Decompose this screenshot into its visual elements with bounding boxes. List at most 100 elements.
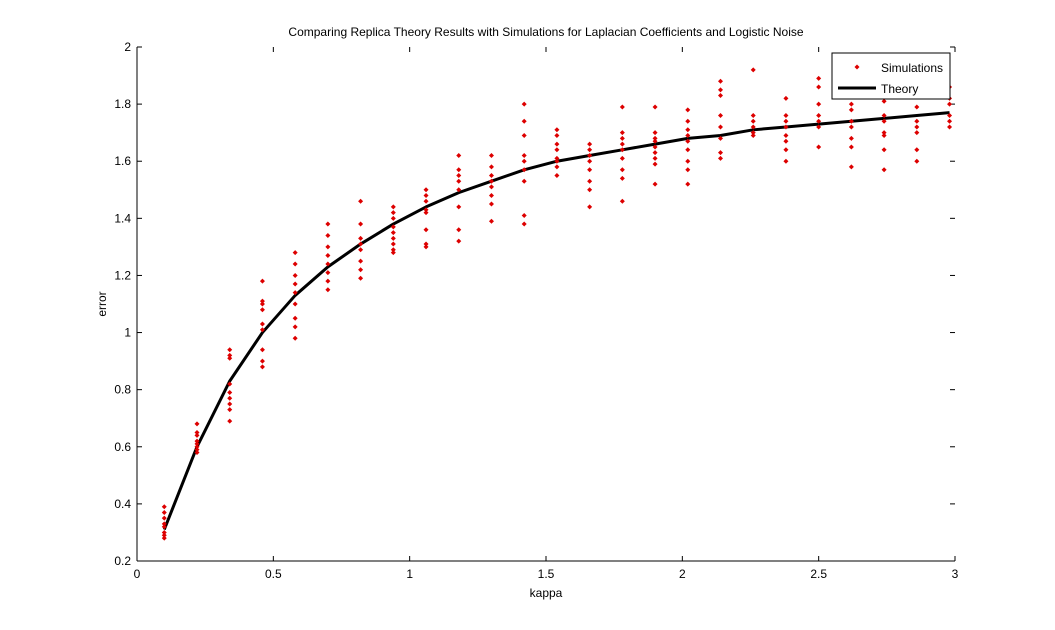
simulation-point [816,113,822,119]
simulation-point [259,321,265,327]
simulation-point [325,261,331,267]
x-tick-label: 1.5 [538,567,555,581]
simulation-point [914,158,920,164]
simulation-point [587,158,593,164]
x-tick-label: 0.5 [265,567,282,581]
simulation-point [881,113,887,119]
simulation-point [194,449,200,455]
simulation-point [456,187,462,193]
simulation-point [488,184,494,190]
simulation-point [848,118,854,124]
legend-simulations-marker [854,64,860,70]
simulation-point [750,118,756,124]
simulation-point [161,504,167,510]
simulation-point [194,438,200,444]
simulation-point [783,113,789,119]
simulation-point [325,232,331,238]
simulation-point [488,192,494,198]
x-tick-label: 2.5 [810,567,827,581]
simulation-point [259,278,265,284]
simulation-point [259,307,265,313]
simulation-point [881,130,887,136]
simulation-point [652,144,658,150]
simulation-point [521,167,527,173]
y-tick-label: 1.2 [114,268,131,282]
simulation-point [456,173,462,178]
simulation-point [292,315,298,321]
simulation-point [947,124,953,130]
simulation-point [194,421,200,427]
simulation-point [947,113,953,119]
simulation-point [488,201,494,207]
simulation-point [423,241,429,247]
simulation-point [423,210,429,216]
tick-labels: 0 0.5 1 1.5 2 2.5 3 0.2 0.4 0.6 0.8 1 1.2 1.4 1.6 1.8 2 [114,40,958,581]
simulation-point [914,104,920,110]
simulation-point [259,347,265,353]
simulation-point [358,275,364,281]
simulation-point [521,212,527,218]
simulation-point [587,167,593,173]
simulation-point [161,529,167,535]
simulation-point [325,221,331,227]
simulation-point [488,178,494,184]
simulation-point [227,401,233,407]
x-tick-label: 0 [134,567,141,581]
simulation-point [848,101,854,107]
simulation-point [358,198,364,204]
simulation-point [587,153,593,159]
simulation-point [325,270,331,276]
simulation-point [325,244,331,250]
simulation-point [161,515,167,521]
simulation-point [816,101,822,107]
ticks [136,46,956,562]
simulation-point [521,178,527,184]
simulation-point [652,181,658,187]
x-tick-label: 1 [406,567,413,581]
simulation-point [685,118,691,124]
simulation-point [521,153,527,159]
x-axis-label: kappa [530,586,563,600]
simulation-point [358,235,364,241]
simulation-point [652,130,658,136]
simulation-point [750,133,756,139]
simulation-point [521,158,527,164]
y-tick-label: 0.8 [114,383,131,397]
simulation-point [619,198,625,204]
simulation-point [194,432,200,438]
simulation-point [325,252,331,258]
y-tick-label: 1.4 [114,211,131,225]
simulation-point [554,158,560,164]
simulation-point [390,224,396,230]
simulation-point [685,107,691,113]
simulation-point [358,247,364,253]
chart-title: Comparing Replica Theory Results with Si… [288,25,803,39]
simulation-point [783,133,789,139]
simulation-point [914,130,920,136]
simulation-point [554,155,560,161]
y-tick-label: 1.8 [114,97,131,111]
simulation-point [488,218,494,224]
simulation-point [456,204,462,210]
simulation-point [390,230,396,236]
y-tick-label: 1.6 [114,154,131,168]
simulation-point [848,124,854,130]
simulation-point [259,364,265,370]
simulation-point [587,147,593,153]
simulation-point [259,301,265,307]
simulation-point [456,167,462,173]
simulation-point [194,447,200,453]
simulation-point [554,127,560,133]
simulation-point [619,175,625,181]
simulation-point [358,221,364,227]
y-tick-label: 1 [124,326,131,340]
simulation-point [718,135,724,141]
simulation-point [554,164,560,170]
simulation-point [390,204,396,210]
y-axis-label: error [95,291,109,316]
simulation-point [423,198,429,204]
simulation-point [848,144,854,150]
simulation-point [161,521,167,527]
simulation-point [292,335,298,341]
